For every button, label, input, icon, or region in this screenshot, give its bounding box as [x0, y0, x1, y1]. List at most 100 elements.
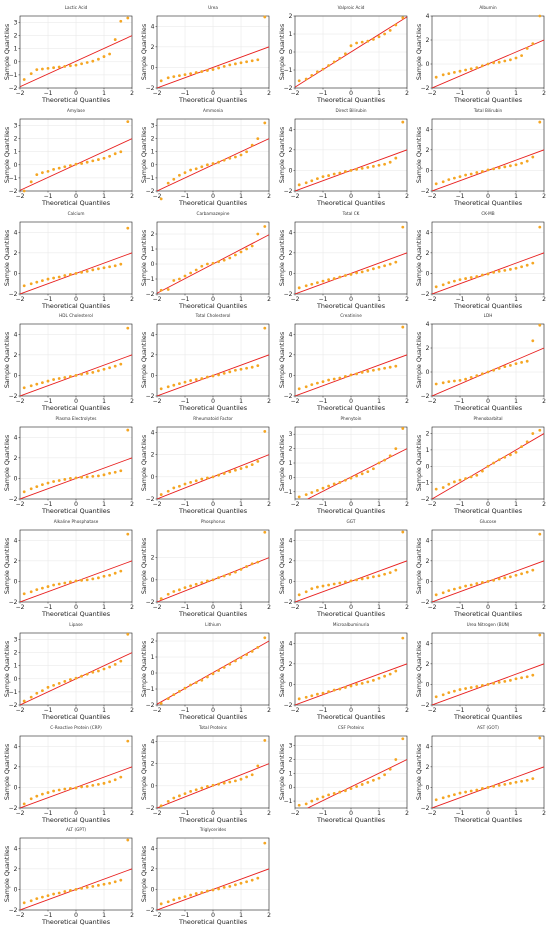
x-tick-label: 0: [349, 90, 353, 97]
data-point: [206, 579, 209, 583]
data-point: [234, 570, 237, 574]
y-tick-label: −2: [9, 188, 18, 195]
data-point: [69, 375, 72, 379]
plot-marks: [306, 758, 407, 808]
data-point: [183, 482, 187, 486]
x-tick-label: −1: [44, 912, 53, 919]
data-point: [206, 889, 209, 893]
x-tick-label: −1: [181, 604, 190, 611]
data-point: [200, 377, 204, 381]
data-point: [29, 590, 33, 594]
data-point: [475, 788, 479, 791]
y-tick-label: 0: [14, 676, 18, 683]
data-point: [228, 470, 232, 474]
data-point: [85, 672, 89, 676]
data-point: [222, 886, 226, 890]
data-point: [172, 177, 176, 181]
data-point: [217, 66, 220, 70]
data-point: [159, 197, 163, 201]
data-point: [85, 886, 89, 890]
x-axis-label: Theoretical Quantiles: [453, 610, 523, 618]
data-point: [366, 470, 370, 474]
data-point: [525, 778, 529, 782]
data-point: [69, 272, 72, 276]
data-point: [531, 155, 535, 159]
x-tick-label: 2: [130, 809, 134, 816]
data-point: [69, 677, 72, 681]
y-axis-label: Sample Quantiles: [278, 640, 286, 697]
data-point: [327, 173, 330, 177]
data-point: [514, 451, 518, 454]
data-point: [372, 778, 375, 782]
data-point: [57, 681, 61, 685]
y-axis-label: Sample Quantiles: [3, 23, 11, 80]
x-tick-label: 1: [514, 398, 518, 405]
data-point: [441, 282, 445, 286]
data-point: [344, 375, 347, 379]
x-tick-label: −2: [16, 501, 25, 508]
data-point: [239, 61, 243, 65]
x-tick-label: 0: [211, 193, 215, 200]
data-point: [509, 267, 512, 271]
data-point: [344, 479, 347, 482]
plot-title: Glucose: [480, 519, 497, 524]
plot-title: Valproic Acid: [338, 5, 365, 10]
data-point: [178, 689, 181, 693]
data-point: [228, 370, 232, 374]
x-tick-label: 0: [74, 809, 78, 816]
data-point: [46, 894, 50, 898]
data-point: [304, 385, 308, 389]
x-tick-label: 0: [211, 604, 215, 611]
x-tick-label: 0: [349, 501, 353, 508]
data-point: [217, 668, 220, 672]
y-tick-label: 0: [151, 670, 155, 677]
y-tick-label: −1: [284, 67, 293, 74]
data-point: [383, 458, 386, 462]
data-point: [46, 585, 50, 588]
data-point: [434, 695, 438, 698]
x-tick-label: 0: [486, 295, 490, 302]
y-tick-label: 4: [14, 332, 18, 339]
y-tick-label: 4: [151, 430, 155, 437]
y-tick-label: 2: [289, 13, 293, 20]
x-axis-label: Theoretical Quantiles: [316, 404, 386, 412]
data-point: [349, 476, 353, 480]
data-point: [91, 577, 95, 581]
data-point: [332, 276, 336, 280]
data-point: [316, 489, 319, 492]
qq-plot: Glucose −2 −1 0 1 2 −2 0 2 4 Theoretical Quantiles…: [415, 519, 546, 618]
data-point: [366, 680, 370, 684]
data-point: [63, 787, 67, 790]
x-tick-label: −2: [16, 193, 25, 200]
data-point: [447, 589, 451, 593]
y-tick-label: 4: [289, 126, 293, 133]
data-point: [206, 476, 209, 480]
x-tick-label: −2: [16, 295, 25, 302]
x-tick-label: −1: [456, 707, 465, 714]
data-point: [360, 681, 364, 685]
y-axis-label: Sample Quantiles: [3, 743, 11, 800]
data-point: [57, 65, 61, 69]
x-tick-label: 1: [239, 295, 243, 302]
y-axis-label: Sample Quantiles: [140, 229, 148, 286]
y-tick-label: −2: [421, 291, 430, 298]
data-point: [332, 60, 336, 64]
data-point: [383, 32, 386, 36]
x-tick-label: 2: [542, 604, 546, 611]
data-point: [538, 736, 542, 740]
plot-title: Direct Bilirubin: [335, 108, 366, 113]
data-point: [200, 678, 204, 682]
data-point: [250, 649, 254, 653]
data-point: [256, 58, 260, 62]
data-point: [377, 776, 381, 780]
data-point: [222, 372, 226, 376]
x-tick-label: −2: [428, 809, 437, 816]
data-point: [97, 57, 100, 61]
data-point: [327, 793, 330, 796]
data-point: [194, 479, 198, 483]
plot-title: Creatinine: [340, 313, 362, 318]
y-tick-label: 2: [151, 452, 155, 459]
qq-plot: Lithium −2 −1 0 1 2 −2 −1 0 1 2 Theoretical Quantil…: [140, 622, 271, 721]
data-point: [263, 530, 267, 534]
data-point: [538, 324, 542, 327]
